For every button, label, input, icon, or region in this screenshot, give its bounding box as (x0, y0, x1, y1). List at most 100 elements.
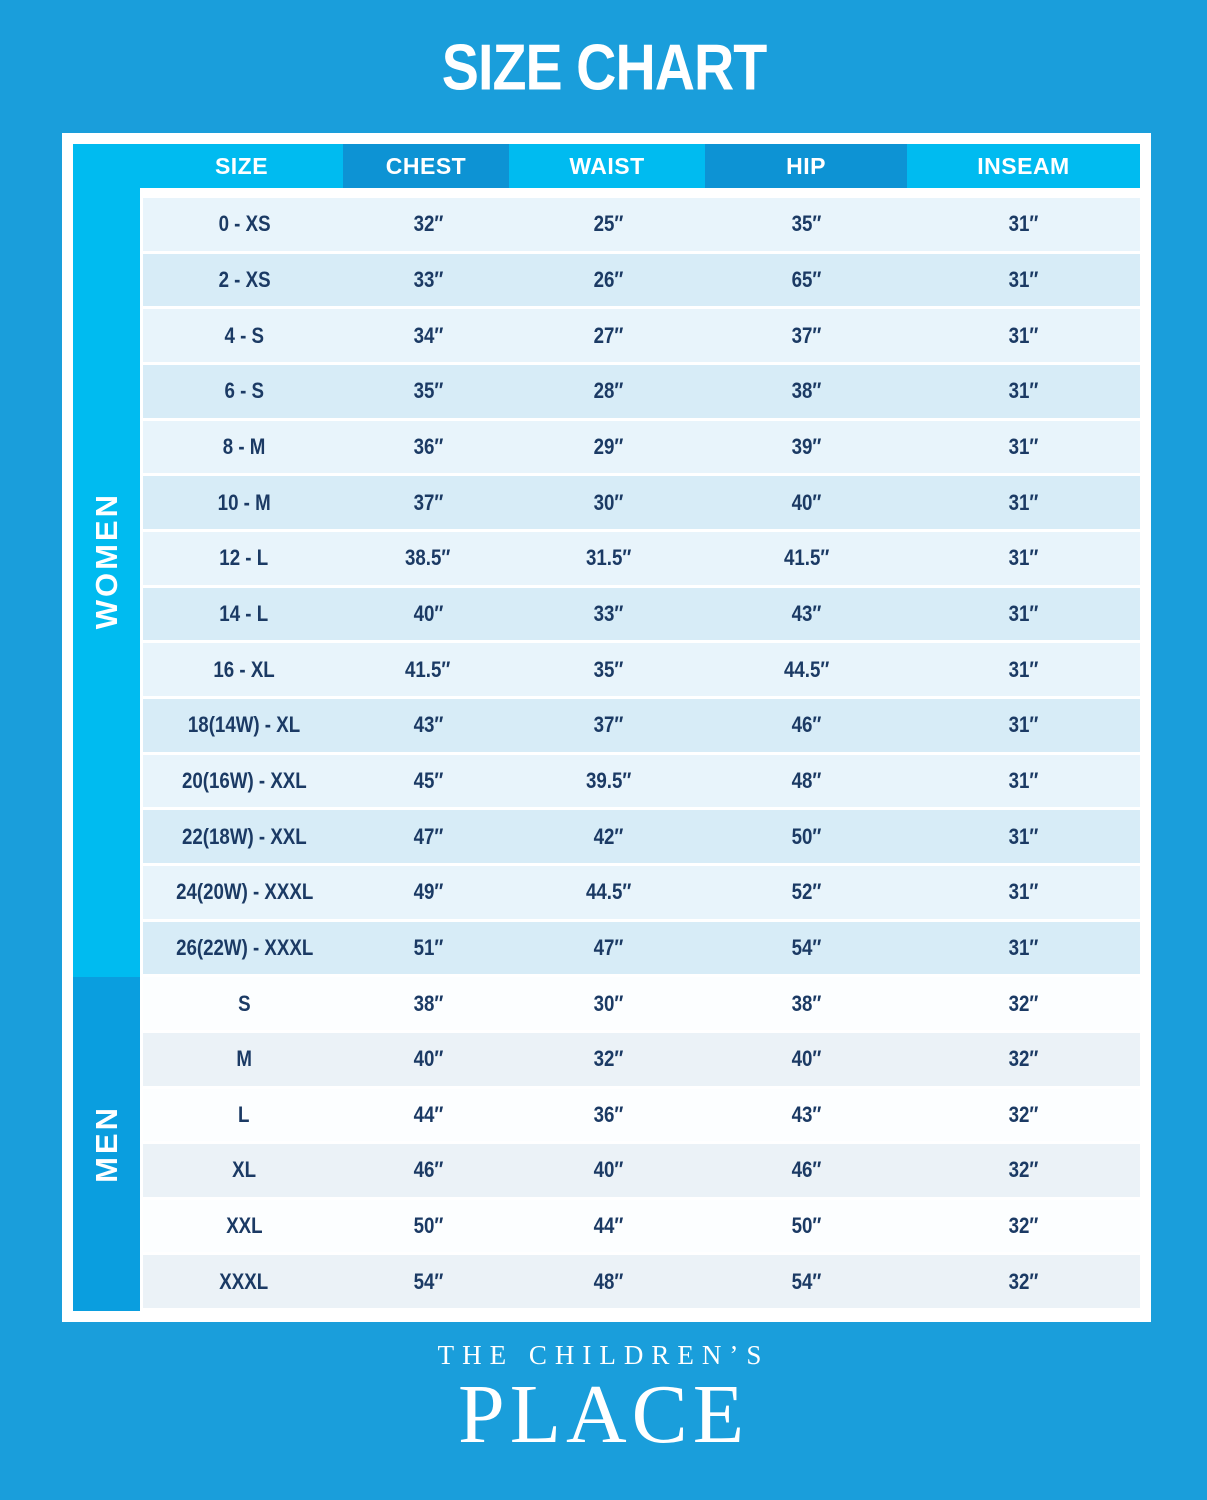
inseam-cell: 31″ (1008, 767, 1039, 793)
size-cell: XXXL (219, 1268, 269, 1294)
table-row: 14 - L 40″ 33″ 43″ 31″ (143, 587, 1140, 644)
chest-cell: 51″ (413, 934, 444, 960)
size-cell: 2 - XS (218, 266, 271, 292)
hip-cell: 43″ (792, 1101, 822, 1127)
section-sidebar: WOMEN MEN (73, 144, 140, 1311)
brand-logo: THE CHILDREN’S PLACE (0, 1340, 1207, 1457)
size-table-frame: WOMEN MEN SIZE CHEST WAIST HIP INSEAM 0 … (62, 133, 1151, 1322)
column-header-hip: HIP (705, 144, 907, 188)
chest-cell: 54″ (413, 1268, 444, 1294)
waist-cell: 42″ (593, 823, 624, 849)
section-women: WOMEN (73, 144, 140, 977)
size-cell: 22(18W) - XXL (181, 823, 307, 849)
hip-cell: 43″ (792, 600, 822, 626)
inseam-cell: 31″ (1008, 211, 1039, 237)
hip-cell: 38″ (792, 990, 822, 1016)
hip-cell: 39″ (792, 433, 822, 459)
waist-cell: 47″ (593, 934, 624, 960)
header-gap (140, 188, 1140, 198)
hip-cell: 41.5″ (784, 545, 830, 571)
chest-cell: 46″ (413, 1157, 444, 1183)
inseam-cell: 32″ (1008, 1213, 1039, 1239)
chest-cell: 44″ (413, 1101, 444, 1127)
chest-cell: 37″ (413, 489, 444, 515)
size-cell: 6 - S (224, 378, 264, 404)
table-row: 2 - XS 33″ 26″ 65″ 31″ (143, 253, 1140, 310)
waist-cell: 48″ (593, 1268, 624, 1294)
table-row: S 38″ 30″ 38″ 32″ (143, 977, 1140, 1033)
inseam-cell: 32″ (1008, 1157, 1039, 1183)
size-cell: XXL (226, 1213, 263, 1239)
inseam-cell: 31″ (1008, 545, 1039, 571)
size-cell: 24(20W) - XXXL (175, 879, 313, 905)
size-cell: 26(22W) - XXXL (175, 934, 313, 960)
chest-cell: 47″ (413, 823, 444, 849)
table-row: 0 - XS 32″ 25″ 35″ 31″ (143, 198, 1140, 254)
size-cell: L (238, 1101, 250, 1127)
waist-cell: 31.5″ (585, 545, 632, 571)
size-cell: 12 - L (219, 545, 269, 571)
inseam-cell: 31″ (1008, 489, 1039, 515)
waist-cell: 44.5″ (585, 879, 632, 905)
table-row: 6 - S 35″ 28″ 38″ 31″ (143, 364, 1140, 421)
size-cell: 8 - M (222, 433, 266, 459)
hip-cell: 54″ (792, 1268, 822, 1294)
table-row: 10 - M 37″ 30″ 40″ 31″ (143, 476, 1140, 532)
hip-cell: 46″ (792, 712, 822, 738)
inseam-cell: 31″ (1008, 378, 1039, 404)
chest-cell: 32″ (413, 211, 444, 237)
inseam-cell: 31″ (1008, 656, 1039, 682)
table-row: 24(20W) - XXXL 49″ 44.5″ 52″ 31″ (143, 865, 1140, 922)
hip-cell: 48″ (792, 767, 822, 793)
inseam-cell: 31″ (1008, 266, 1039, 292)
waist-cell: 32″ (593, 1046, 624, 1072)
table-body: 0 - XS 32″ 25″ 35″ 31″ 2 - XS 33″ 26″ 65″ 31″ 4 - … (140, 198, 1140, 1312)
page-title: SIZE CHART (441, 31, 766, 104)
hip-cell: 37″ (792, 322, 822, 348)
inseam-cell: 31″ (1008, 934, 1039, 960)
inseam-cell: 32″ (1008, 1046, 1039, 1072)
column-header-size: SIZE (214, 152, 269, 179)
hip-cell: 46″ (792, 1157, 822, 1183)
column-header-waist: WAIST (569, 152, 645, 179)
size-cell: 18(14W) - XL (188, 712, 301, 738)
section-label-men: MEN (88, 1105, 124, 1183)
chest-cell: 49″ (413, 879, 444, 905)
hip-cell: 65″ (792, 266, 822, 292)
table-row: 12 - L 38.5″ 31.5″ 41.5″ 31″ (143, 531, 1140, 588)
chest-cell: 41.5″ (405, 656, 451, 682)
brand-name-bottom: PLACE (457, 1368, 750, 1461)
page-title-wrap: SIZE CHART (0, 31, 1207, 104)
table-row: 22(18W) - XXL 47″ 42″ 50″ 31″ (143, 810, 1140, 866)
waist-cell: 30″ (593, 489, 624, 515)
hip-cell: 35″ (792, 211, 822, 237)
chest-cell: 34″ (413, 322, 444, 348)
size-cell: M (236, 1046, 252, 1072)
waist-cell: 37″ (593, 712, 624, 738)
inseam-cell: 31″ (1008, 879, 1039, 905)
waist-cell: 36″ (593, 1101, 624, 1127)
waist-cell: 44″ (593, 1213, 624, 1239)
table-row: 26(22W) - XXXL 51″ 47″ 54″ 31″ (143, 921, 1140, 978)
chest-cell: 40″ (413, 1046, 444, 1072)
hip-cell: 54″ (792, 934, 822, 960)
hip-cell: 50″ (792, 1213, 822, 1239)
inseam-cell: 32″ (1008, 1268, 1039, 1294)
size-cell: 10 - M (217, 489, 271, 515)
column-header-chest: CHEST (343, 144, 509, 188)
chest-cell: 38″ (413, 990, 444, 1016)
chest-cell: 35″ (413, 378, 444, 404)
hip-cell: 40″ (792, 489, 822, 515)
section-label-women: WOMEN (88, 491, 124, 630)
waist-cell: 40″ (593, 1157, 624, 1183)
table-row: 4 - S 34″ 27″ 37″ 31″ (143, 309, 1140, 365)
chest-cell: 43″ (413, 712, 444, 738)
hip-cell: 50″ (792, 823, 822, 849)
chest-cell: 33″ (413, 266, 444, 292)
table-row: 8 - M 36″ 29″ 39″ 31″ (143, 420, 1140, 477)
table-row: XXL 50″ 44″ 50″ 32″ (143, 1199, 1140, 1256)
table-row: 16 - XL 41.5″ 35″ 44.5″ 31″ (143, 643, 1140, 699)
waist-cell: 25″ (593, 211, 624, 237)
table-row: XXXL 54″ 48″ 54″ 32″ (143, 1255, 1140, 1312)
